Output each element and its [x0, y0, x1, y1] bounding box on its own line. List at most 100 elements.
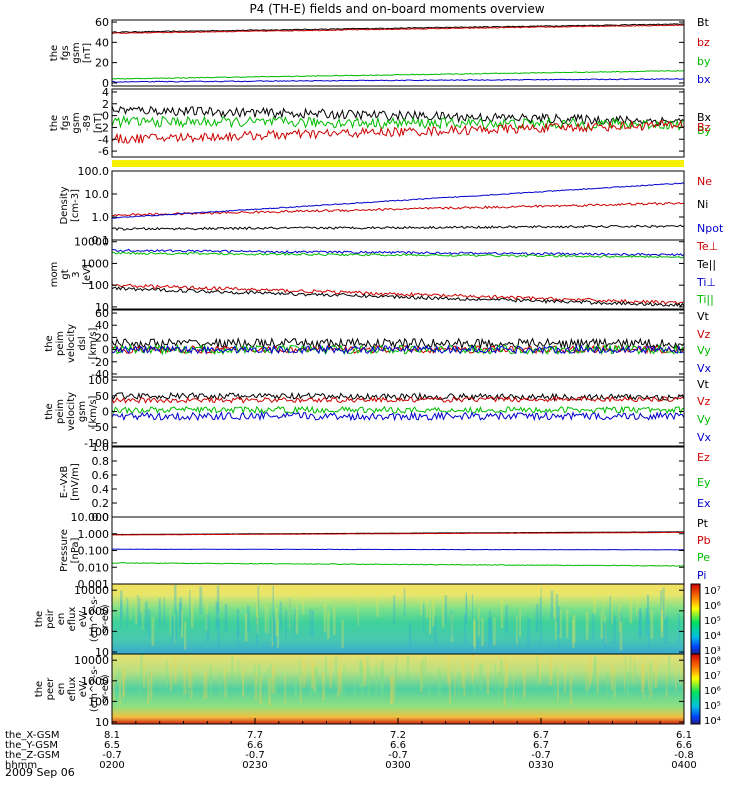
spectrogram-streak — [665, 670, 668, 699]
spectrogram-streak — [188, 659, 191, 688]
spectrogram-streak — [606, 672, 609, 701]
spectrogram-streak — [619, 610, 622, 639]
spectrogram-streak — [224, 604, 228, 633]
spectrogram-streak — [461, 660, 464, 689]
spectrogram-streak — [660, 603, 663, 632]
series-trace — [111, 119, 685, 144]
spectrogram-streak — [441, 599, 445, 628]
spectrogram-streak — [174, 654, 177, 683]
spectrogram-streak — [589, 655, 592, 684]
spectrogram-streak — [472, 678, 476, 707]
quality-flag-bar — [112, 160, 684, 167]
spectrogram-streak — [179, 597, 182, 626]
legend-entry: Vt — [697, 310, 710, 323]
spectrogram-streak — [594, 655, 597, 684]
spectrogram-streak — [640, 663, 644, 692]
spectrogram-streak — [572, 614, 576, 643]
y-tick-label: -6 — [98, 145, 109, 158]
spectrogram-streak — [190, 600, 194, 629]
spectrogram-streak — [142, 602, 144, 631]
y-tick-label: 20 — [95, 331, 109, 344]
spectrogram-streak — [322, 672, 325, 701]
spectrogram-streak — [289, 598, 291, 627]
spectrogram-streak — [538, 654, 541, 683]
legend-entry: Pi — [697, 569, 706, 582]
spectrogram-streak — [493, 617, 496, 646]
x-tick-label: 6.1 — [676, 730, 692, 741]
spectrogram-streak — [610, 595, 613, 624]
spectrogram-streak — [163, 597, 166, 626]
spectrogram-streak — [366, 655, 369, 684]
x-tick-label: 0200 — [99, 760, 124, 771]
y-tick-label: 0.4 — [92, 483, 110, 496]
spectrogram-streak — [169, 606, 171, 635]
spectrogram-streak — [269, 663, 272, 692]
spectrogram-streak — [610, 662, 614, 691]
x-tick-label: -0.8 — [674, 750, 694, 761]
series-trace — [111, 283, 685, 305]
panel-frame — [111, 516, 685, 585]
x-tick-label: -0.7 — [102, 750, 122, 761]
y-tick-label: 10 — [95, 646, 109, 659]
legend-entry: Pb — [697, 534, 711, 547]
series-trace — [111, 286, 685, 308]
spectrogram-streak — [504, 655, 507, 684]
panels-group: 6040200thefgsgsm[nT]Btbzbybx420-2-4-6the… — [34, 16, 724, 729]
spectrogram-streak — [557, 673, 559, 702]
series-trace — [111, 224, 685, 231]
legend-entry: Pt — [697, 517, 709, 530]
y-tick-label: 0.8 — [92, 455, 110, 468]
y-tick-label: -4 — [98, 133, 109, 146]
y-tick-label: -100 — [84, 437, 109, 450]
spectrogram-streak — [294, 676, 297, 705]
legend-entry: Ne — [697, 175, 712, 188]
spectrogram-streak — [604, 615, 607, 644]
legend-entry: Te⊥ — [696, 240, 718, 253]
series-trace — [111, 114, 685, 131]
y-axis-label: thepeerenefluxeV/(cm^2-s-sr-eV) — [34, 665, 111, 712]
panel-frame — [111, 19, 685, 87]
spectrogram-streak — [448, 675, 451, 704]
y-tick-label: 4 — [102, 86, 109, 99]
spectrogram-streak — [256, 597, 258, 626]
spectrogram-streak — [175, 610, 178, 639]
y-tick-label: 1000 — [81, 605, 109, 618]
spectrogram-streak — [267, 667, 269, 696]
spectrogram-streak — [268, 678, 271, 707]
spectrogram-streak — [586, 672, 588, 701]
spectrogram-streak — [256, 605, 259, 634]
legend-entry: Npot — [697, 222, 724, 235]
spectrogram-streak — [563, 665, 566, 694]
spectrogram-streak — [471, 593, 474, 622]
x-axis-group: 8.16.5-0.702007.76.6-0.702307.26.6-0.703… — [5, 718, 697, 771]
y-tick-label: 0.0 — [92, 511, 110, 524]
spectrogram-streak — [422, 658, 425, 687]
spectrogram-streak — [183, 666, 187, 695]
spectrogram-streak — [500, 600, 504, 629]
series-trace — [111, 23, 685, 33]
spectrogram-streak — [635, 587, 638, 616]
panel-7: 1.00.80.60.40.20.0 E--VxB[mV/m] Ez Ey Ex — [59, 441, 711, 524]
spectrogram-streak — [302, 586, 305, 615]
panel-8: 10.000 1.000 0.100 0.010 0.001 Pressure[nPa] P… — [59, 511, 711, 591]
y-tick-label: -40 — [91, 368, 109, 381]
spectrogram-streak — [391, 676, 394, 705]
spectrogram-streak — [420, 663, 423, 692]
legend-entry: Bx — [697, 111, 712, 124]
spectrogram-streak — [122, 670, 125, 699]
legend-entry: Ti⊥ — [696, 276, 716, 289]
y-tick-label: 0 — [102, 77, 109, 90]
spectrogram-streak — [661, 594, 663, 623]
spectrogram-streak — [267, 605, 269, 634]
x-tick-label: -0.7 — [245, 750, 265, 761]
spectrogram-streak — [273, 664, 276, 693]
series-trace — [111, 344, 685, 355]
series-trace — [111, 405, 685, 415]
spectrogram-streak — [481, 617, 484, 646]
x-tick-label: 7.7 — [247, 730, 263, 741]
y-tick-label: 0 — [102, 406, 109, 419]
spectrogram-streak — [613, 675, 616, 704]
spectrogram-streak — [118, 668, 121, 697]
series-trace — [111, 182, 685, 219]
spectrogram-streak — [425, 656, 427, 685]
